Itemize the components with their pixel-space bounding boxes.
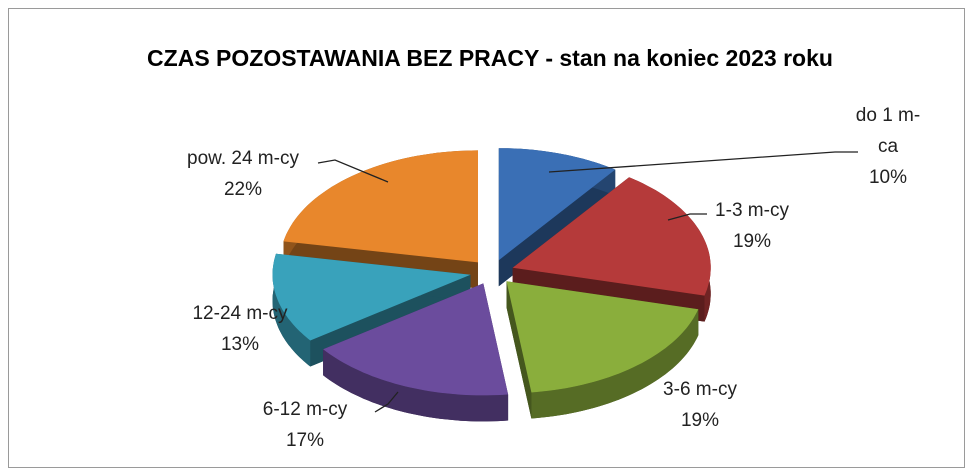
slice-side — [323, 349, 509, 422]
slice — [512, 177, 711, 296]
data-label: do 1 m-ca 10% — [853, 100, 923, 193]
slice — [506, 281, 699, 419]
category-label: do 1 m-ca — [855, 105, 921, 157]
data-label: pow. 24 m-cy 22% — [158, 143, 328, 205]
data-label: 1-3 m-cy 19% — [692, 195, 812, 257]
slice-wall — [506, 281, 532, 419]
leader-line — [317, 159, 389, 183]
leader-line — [374, 391, 399, 413]
percent-label: 17% — [285, 430, 325, 451]
slice-side — [272, 253, 311, 367]
percent-label: 22% — [223, 179, 263, 200]
slice — [498, 148, 616, 261]
slice — [323, 283, 509, 396]
category-label: pow. 24 m-cy — [187, 148, 299, 169]
percent-label: 19% — [732, 231, 772, 252]
category-label: 12-24 m-cy — [192, 303, 288, 324]
percent-label: 10% — [868, 167, 908, 188]
percent-label: 13% — [220, 334, 260, 355]
pie-plot — [272, 148, 858, 422]
category-label: 3-6 m-cy — [663, 379, 737, 400]
slice — [506, 281, 699, 393]
percent-label: 19% — [680, 410, 720, 431]
chart-title: CZAS POZOSTAWANIA BEZ PRACY - stan na ko… — [147, 45, 833, 71]
slice — [323, 283, 509, 422]
data-label: 3-6 m-cy 19% — [640, 374, 760, 436]
leader-line — [548, 151, 858, 173]
slice — [283, 150, 478, 263]
category-label: 6-12 m-cy — [262, 399, 348, 420]
data-label: 12-24 m-cy 13% — [160, 298, 320, 360]
leader-line — [667, 213, 707, 221]
chart: CZAS POZOSTAWANIA BEZ PRACY - stan na ko… — [8, 8, 965, 468]
data-label: 6-12 m-cy 17% — [235, 394, 375, 456]
slice-side — [531, 309, 699, 419]
slice — [272, 253, 471, 341]
category-label: 1-3 m-cy — [715, 200, 789, 221]
